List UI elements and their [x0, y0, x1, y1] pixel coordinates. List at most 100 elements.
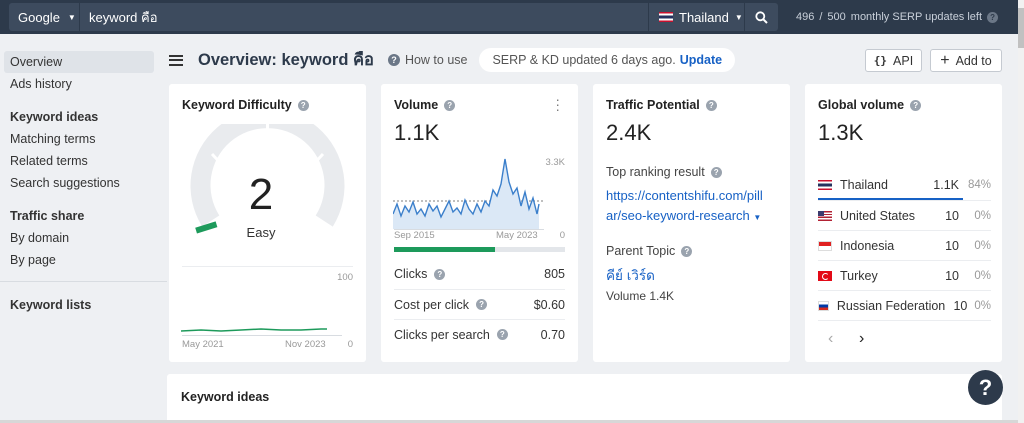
volume-title-row: Volume ? [394, 98, 456, 112]
more-options-icon[interactable]: · · · [555, 91, 560, 117]
help-icon[interactable]: ? [496, 329, 508, 340]
keyword-search-value: keyword คือ [89, 9, 158, 25]
help-icon[interactable]: ? [681, 245, 693, 257]
parent-topic-link[interactable]: คีย์ เวิร์ด [606, 268, 655, 283]
chevron-down-icon: ▼ [734, 12, 743, 22]
country-name: United States [840, 208, 916, 223]
serp-updates-counter: 496 / 500 monthly SERP updates left ? [796, 11, 999, 23]
thailand-flag-icon [818, 180, 832, 190]
country-share: 0% [974, 269, 991, 282]
traffic-potential-card: Traffic Potential ? 2.4K Top ranking res… [593, 84, 790, 362]
global-volume-card: Global volume ? 1.3K Thailand 1.1K 84% U… [805, 84, 1002, 362]
volume-axis-min: 0 [559, 230, 565, 241]
help-icon[interactable]: ? [476, 299, 488, 310]
country-volume: 10 [953, 298, 968, 313]
help-icon[interactable]: ? [297, 99, 309, 111]
gv-title-row: Global volume ? [818, 98, 922, 112]
sidebar-item-search-suggestions[interactable]: Search suggestions [10, 176, 120, 190]
clicks-progress-bar [394, 247, 565, 252]
help-icon[interactable]: ? [434, 268, 446, 280]
sidebar-item-ads-history[interactable]: Ads history [10, 77, 72, 91]
update-link[interactable]: Update [679, 53, 723, 67]
country-select[interactable]: Thailand ▼ [648, 3, 744, 31]
kd-title: Keyword Difficulty [182, 98, 292, 112]
sidebar-divider [0, 281, 167, 282]
search-button[interactable] [744, 3, 778, 31]
previous-page-icon[interactable]: ‹ [828, 330, 834, 347]
kd-divider [182, 266, 353, 267]
thailand-flag-icon [659, 12, 673, 22]
country-volume: 10 [945, 268, 959, 283]
search-icon [755, 10, 768, 24]
next-page-icon[interactable]: › [859, 330, 865, 347]
search-engine-select[interactable]: Google ▼ [9, 3, 79, 31]
kd-title-row: Keyword Difficulty ? [182, 98, 309, 112]
horizontal-scrollbar[interactable] [0, 420, 1018, 423]
sidebar-heading-keyword-lists[interactable]: Keyword lists [10, 298, 92, 312]
country-volume: 10 [945, 238, 959, 253]
country-name: Indonesia [840, 238, 895, 253]
country-row[interactable]: Indonesia 10 0% [818, 230, 991, 260]
keyword-ideas-title: Keyword ideas [181, 390, 270, 404]
sidebar-item-related-terms[interactable]: Related terms [10, 154, 88, 168]
help-icon: ? [387, 54, 400, 66]
russia-flag-icon [818, 300, 829, 311]
kd-value: 2 [248, 170, 274, 219]
cpc-row: Cost per click? $0.60 [394, 289, 565, 319]
help-button[interactable]: ? [968, 370, 1003, 405]
gv-title: Global volume [818, 98, 905, 112]
chevron-down-icon[interactable]: ▼ [753, 213, 762, 222]
serp-updates-used: 496 [796, 11, 815, 23]
add-to-button[interactable]: + Add to [930, 49, 1002, 72]
kd-gauge [190, 124, 345, 234]
how-to-use-link[interactable]: ? How to use [387, 53, 467, 67]
parent-topic-label-row: Parent Topic ? [606, 244, 693, 258]
sidebar-item-overview[interactable]: Overview [4, 51, 154, 73]
country-share: 84% [967, 179, 991, 191]
help-icon[interactable]: ? [910, 99, 922, 111]
menu-icon[interactable] [169, 52, 183, 68]
kd-axis-max: 100 [337, 272, 353, 283]
cpc-value: $0.60 [533, 297, 565, 312]
tp-title-row: Traffic Potential ? [606, 98, 717, 112]
sidebar-heading-traffic-share: Traffic share [10, 209, 85, 223]
top-ranking-url[interactable]: https://contentshifu.com/pillar/seo-keyw… [606, 186, 766, 228]
sidebar-item-by-page[interactable]: By page [10, 253, 56, 267]
country-name: Thailand [840, 178, 888, 192]
sidebar-item-by-domain[interactable]: By domain [10, 231, 70, 245]
country-row[interactable]: Russian Federation 10 0% [818, 290, 991, 320]
help-icon[interactable]: ? [705, 99, 717, 111]
volume-date-start: Sep 2015 [394, 230, 435, 241]
serp-updates-separator: / [819, 11, 823, 23]
api-label: API [893, 53, 914, 68]
help-icon[interactable]: ? [444, 99, 456, 111]
country-share-bar [818, 198, 963, 200]
indonesia-flag-icon [818, 240, 832, 251]
volume-chart-baseline [394, 229, 544, 230]
keyword-ideas-card: Keyword ideas [167, 374, 1002, 423]
country-row[interactable]: Thailand 1.1K 84% [818, 170, 991, 200]
scrollbar-thumb[interactable] [1018, 8, 1024, 48]
kd-rating-label: Easy [246, 225, 276, 240]
search-engine-label: Google [18, 9, 60, 25]
serp-status-pill: SERP & KD updated 6 days ago. Update [479, 48, 736, 72]
help-icon[interactable]: ? [987, 11, 999, 23]
country-row[interactable]: United States 10 0% [818, 200, 991, 230]
gv-value: 1.3K [818, 120, 864, 145]
kd-date-start: May 2021 [182, 339, 224, 350]
vertical-scrollbar[interactable] [1018, 0, 1024, 423]
help-icon[interactable]: ? [710, 166, 722, 178]
sidebar-heading-keyword-ideas[interactable]: Keyword ideas [10, 110, 99, 124]
api-button[interactable]: {} API [865, 49, 922, 72]
kd-gauge-track [190, 124, 345, 227]
keyword-search-input[interactable]: keyword คือ [79, 3, 648, 31]
top-ranking-label-row: Top ranking result ? [606, 165, 722, 179]
country-row[interactable]: Turkey 10 0% [818, 260, 991, 290]
serp-status-text: SERP & KD updated 6 days ago. [492, 53, 676, 67]
volume-axis-max: 3.3K [545, 157, 565, 168]
top-ranking-url-text: https://contentshifu.com/pillar/seo-keyw… [606, 188, 763, 223]
tp-value: 2.4K [606, 120, 652, 145]
country-name: Turkey [840, 268, 878, 283]
country-share: 0% [974, 209, 991, 222]
sidebar-item-matching-terms[interactable]: Matching terms [10, 132, 96, 146]
